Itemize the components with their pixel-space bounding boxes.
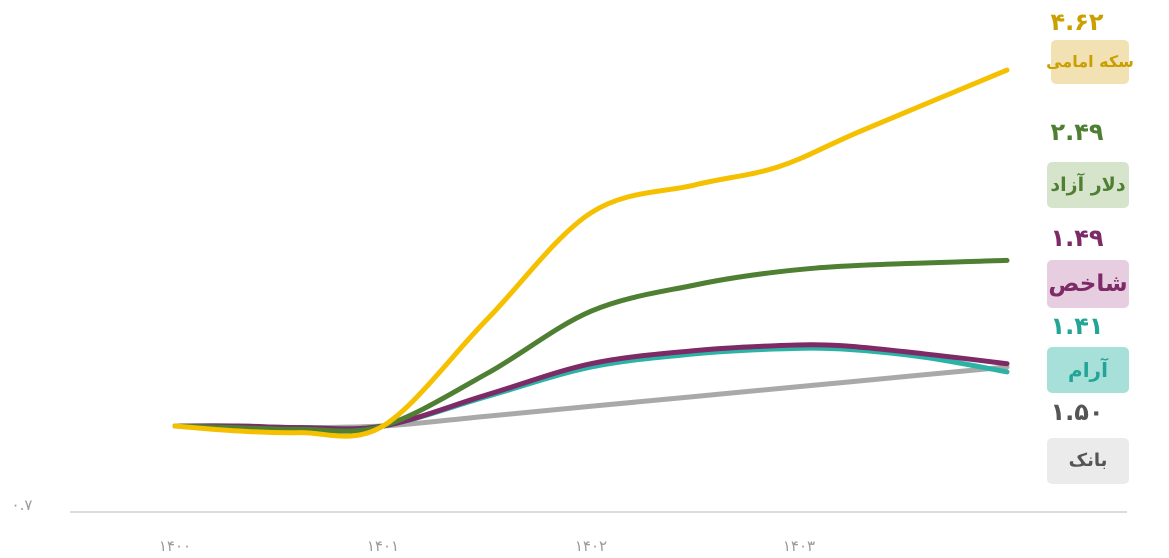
series-name-tag: شاخص bbox=[1047, 260, 1129, 308]
series-line-4 bbox=[172, 67, 1010, 439]
series-end-value: ۴.۶۲ bbox=[1050, 8, 1104, 36]
series-line-0 bbox=[172, 364, 1010, 431]
series-end-value: ۱.۵۰ bbox=[1050, 398, 1104, 426]
series-name-tag: سکه امامی bbox=[1046, 40, 1134, 84]
series-name-tag: بانک bbox=[1047, 438, 1129, 484]
series-line-2 bbox=[172, 342, 1010, 432]
series-line-1 bbox=[172, 345, 1010, 432]
x-tick-label: ۱۴۰۰ bbox=[159, 537, 191, 555]
series-end-value: ۱.۴۹ bbox=[1050, 224, 1104, 252]
series-line-3 bbox=[172, 257, 1010, 434]
x-tick-label: ۱۴۰۳ bbox=[783, 537, 815, 555]
y-tick-label: ۰.۷ bbox=[12, 496, 33, 514]
x-tick-label: ۱۴۰۱ bbox=[367, 537, 399, 555]
series-name-tag: آرام bbox=[1047, 347, 1129, 393]
series-end-value: ۱.۴۱ bbox=[1050, 312, 1104, 340]
series-name-tag: دلار آزاد bbox=[1047, 162, 1129, 208]
series-end-value: ۲.۴۹ bbox=[1050, 118, 1104, 146]
x-tick-label: ۱۴۰۲ bbox=[575, 537, 607, 555]
